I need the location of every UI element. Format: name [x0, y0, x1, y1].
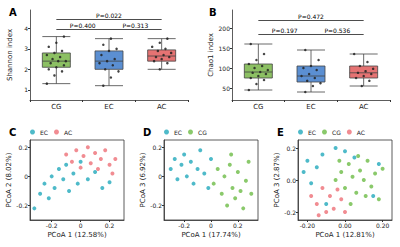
svg-text:E: E	[277, 127, 284, 138]
svg-text:-0.2: -0.2	[178, 222, 190, 229]
svg-text:AC: AC	[357, 129, 365, 136]
svg-text:P=0.472: P=0.472	[298, 13, 324, 20]
svg-text:0.2: 0.2	[233, 222, 243, 229]
svg-text:EC: EC	[40, 129, 48, 136]
svg-text:0.2: 0.2	[286, 145, 296, 152]
svg-text:4: 4	[24, 25, 28, 32]
svg-text:3: 3	[24, 45, 28, 52]
svg-text:0.2: 0.2	[18, 144, 28, 151]
svg-text:CG: CG	[51, 103, 61, 111]
svg-text:C: C	[9, 127, 16, 138]
svg-text:0.2: 0.2	[105, 222, 115, 229]
svg-text:200: 200	[219, 25, 231, 32]
svg-text:0: 0	[209, 222, 213, 229]
svg-text:PCoA 1 (17.74%): PCoA 1 (17.74%)	[181, 231, 241, 239]
svg-text:P=0.197: P=0.197	[272, 27, 298, 34]
svg-text:EC: EC	[308, 129, 316, 136]
svg-text:PCoA 1 (12.58%): PCoA 1 (12.58%)	[47, 231, 107, 239]
svg-text:2: 2	[24, 66, 28, 73]
svg-text:EC: EC	[104, 103, 113, 111]
svg-text:-0.2: -0.2	[284, 209, 296, 216]
svg-text:B: B	[209, 7, 217, 18]
svg-text:-0.2: -0.2	[16, 202, 28, 209]
svg-text:AC: AC	[64, 129, 72, 136]
svg-text:EC: EC	[174, 129, 182, 136]
svg-text:-0.20: -0.20	[300, 222, 316, 229]
svg-text:0: 0	[79, 222, 83, 229]
svg-text:0.2: 0.2	[152, 144, 162, 151]
svg-text:P=0.313: P=0.313	[122, 22, 148, 29]
svg-text:PCoA 3 (6.92%): PCoA 3 (6.92%)	[139, 152, 147, 207]
svg-text:-0.2: -0.2	[46, 222, 58, 229]
svg-text:0.0: 0.0	[286, 177, 296, 184]
svg-text:0: 0	[24, 173, 28, 180]
svg-text:PCoA 1 (12.81%): PCoA 1 (12.81%)	[315, 231, 375, 239]
svg-text:1: 1	[24, 86, 28, 93]
svg-text:Chao1 index: Chao1 index	[207, 33, 215, 77]
svg-text:100: 100	[219, 65, 231, 72]
svg-text:AC: AC	[157, 103, 167, 111]
svg-text:P=0.400: P=0.400	[70, 22, 96, 29]
svg-text:P=0.022: P=0.022	[96, 12, 122, 19]
svg-text:AC: AC	[359, 103, 369, 111]
svg-text:CG: CG	[332, 129, 341, 136]
svg-text:CG: CG	[198, 129, 207, 136]
svg-text:D: D	[143, 127, 151, 138]
svg-text:CG: CG	[253, 103, 263, 111]
svg-text:0.00: 0.00	[338, 222, 352, 229]
svg-text:Shannon index: Shannon index	[6, 29, 14, 81]
svg-text:-0.2: -0.2	[150, 202, 162, 209]
svg-text:0.20: 0.20	[376, 222, 390, 229]
svg-text:PCoA 2 (8.02%): PCoA 2 (8.02%)	[5, 152, 13, 207]
svg-text:150: 150	[219, 45, 231, 52]
svg-text:A: A	[9, 7, 17, 18]
svg-text:EC: EC	[306, 103, 315, 111]
svg-text:50: 50	[222, 85, 230, 92]
svg-text:0: 0	[158, 173, 162, 180]
svg-text:PCoA 3 (2.87%): PCoA 3 (2.87%)	[273, 152, 281, 207]
svg-text:P=0.536: P=0.536	[324, 27, 350, 34]
